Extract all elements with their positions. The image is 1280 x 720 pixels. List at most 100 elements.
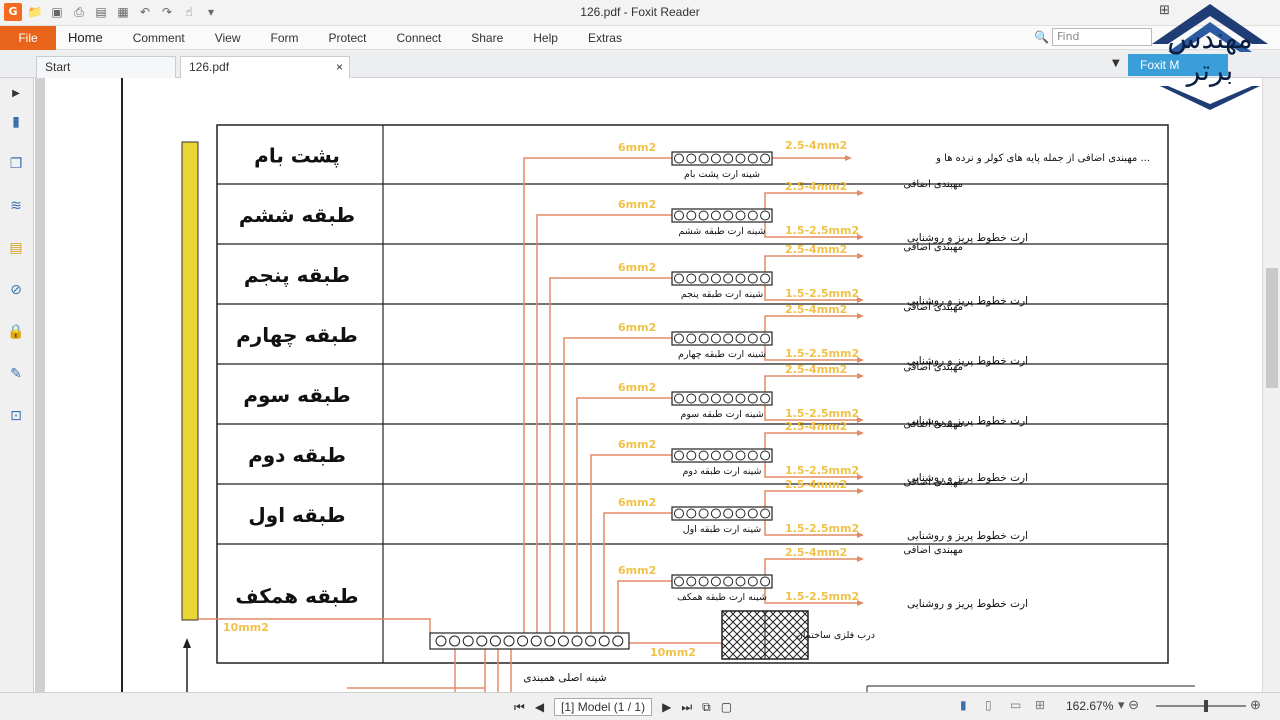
create-pdf-icon[interactable]: ▦ bbox=[117, 5, 129, 19]
layout-icon[interactable]: ⊞ bbox=[1159, 3, 1170, 18]
floor-label: طبقه همکف bbox=[235, 584, 358, 608]
main-busbar-terminal bbox=[517, 635, 529, 647]
size-label: 6mm2 bbox=[618, 141, 656, 154]
zoom-menu-icon[interactable]: ▾ ⊖ bbox=[1118, 697, 1140, 712]
tab-view[interactable]: View bbox=[214, 31, 241, 45]
window-title: 126.pdf - Foxit Reader bbox=[580, 5, 700, 19]
page-number-input[interactable]: [1] Model (1 / 1) bbox=[554, 698, 653, 716]
tab-help[interactable]: Help bbox=[533, 31, 558, 45]
busbar-terminal bbox=[747, 393, 758, 404]
busbar-terminal bbox=[674, 333, 684, 344]
signature-icon[interactable]: ✎ bbox=[10, 366, 22, 382]
customize-icon[interactable]: ▾ bbox=[207, 5, 215, 19]
busbar-terminal bbox=[760, 333, 771, 344]
busbar-terminal bbox=[723, 450, 734, 461]
metal-door-label: درب فلزی ساختمان bbox=[796, 630, 875, 641]
redo-icon[interactable]: ↷ bbox=[161, 5, 173, 19]
extra-bonding-label: مهبندی اضافی bbox=[903, 179, 963, 190]
lock-icon[interactable]: 🔒 bbox=[7, 324, 25, 340]
zoom-in-icon[interactable]: ⊕ bbox=[1250, 697, 1261, 712]
output-arrow bbox=[857, 373, 864, 379]
output-arrow bbox=[857, 234, 864, 240]
foxit-mobile-button[interactable]: Foxit M bbox=[1128, 54, 1228, 76]
find-options-icon[interactable]: 🔍 bbox=[1034, 30, 1049, 44]
copy-icon[interactable]: ⧉ bbox=[702, 699, 711, 714]
continuous-icon[interactable]: ▯ bbox=[985, 698, 992, 712]
vertical-scrollbar[interactable] bbox=[1262, 78, 1280, 692]
metal-door bbox=[721, 610, 809, 660]
find-input[interactable]: Find bbox=[1052, 28, 1152, 46]
next-page-icon[interactable]: ▶ bbox=[662, 700, 672, 714]
busbar-label: شینه ارت طبقه پنجم bbox=[681, 289, 763, 300]
security-icon[interactable]: ⊡ bbox=[10, 408, 22, 424]
busbar-terminal bbox=[686, 153, 697, 164]
zoom-slider[interactable] bbox=[1156, 700, 1246, 712]
tab-extras[interactable]: Extras bbox=[587, 31, 622, 45]
tab-form[interactable]: Form bbox=[270, 31, 299, 45]
floor-label: طبقه اول bbox=[248, 503, 345, 527]
tab-document[interactable]: 126.pdf × bbox=[180, 56, 350, 78]
tab-share[interactable]: Share bbox=[471, 31, 504, 45]
close-tab-icon[interactable]: × bbox=[335, 60, 343, 74]
size-label: 1.5-2.5mm2 bbox=[785, 522, 859, 535]
chevron-down-icon[interactable]: ▼ bbox=[1112, 58, 1120, 69]
facing-icon[interactable]: ▭ bbox=[1010, 698, 1022, 712]
socket-earth-label: ارت خطوط پریز و روشنایی bbox=[907, 472, 1028, 484]
comments-icon[interactable]: ▤ bbox=[9, 240, 23, 256]
busbar-label: شینه ارت طبقه چهارم bbox=[678, 349, 766, 360]
pages-icon[interactable]: ❐ bbox=[9, 156, 23, 172]
file-tab[interactable]: File bbox=[0, 26, 56, 50]
main-busbar-terminal bbox=[489, 635, 501, 647]
scrollbar-thumb[interactable] bbox=[1266, 268, 1278, 388]
last-page-icon[interactable]: ⏭ bbox=[681, 699, 693, 714]
tab-start[interactable]: Start bbox=[36, 56, 176, 78]
output-wire-upper bbox=[764, 315, 857, 336]
riser-wire bbox=[536, 214, 672, 634]
single-page-icon[interactable]: ▮ bbox=[960, 698, 967, 712]
size-label: 1.5-2.5mm2 bbox=[785, 464, 859, 477]
busbar-terminal bbox=[698, 273, 709, 284]
riser-wire bbox=[549, 277, 672, 634]
size-label: 2.5-4mm2 bbox=[785, 180, 847, 193]
tab-protect[interactable]: Protect bbox=[328, 31, 367, 45]
fit-icon[interactable]: ▢ bbox=[720, 700, 733, 714]
busbar-terminal bbox=[760, 576, 771, 587]
main-busbar-terminal bbox=[571, 635, 583, 647]
size-label: 2.5-4mm2 bbox=[785, 243, 847, 256]
size-label: 6mm2 bbox=[618, 261, 656, 274]
print-icon[interactable]: ⎙ bbox=[74, 5, 84, 19]
open-icon[interactable]: 📁 bbox=[27, 5, 43, 19]
busbar-terminal bbox=[674, 450, 684, 461]
output-wire-upper bbox=[764, 432, 857, 453]
busbar-terminal bbox=[674, 153, 684, 164]
hand-tool-icon[interactable]: ☝ bbox=[185, 5, 193, 19]
document-viewport[interactable]: پشت بام طبقه ششم طبقه پنجم طبقه چهارم طبقه س… bbox=[35, 78, 1262, 692]
prev-page-icon[interactable]: ◀ bbox=[534, 700, 545, 714]
scan-icon[interactable]: ▤ bbox=[95, 5, 107, 19]
tab-comment[interactable]: Comment bbox=[132, 31, 185, 45]
tab-home[interactable]: Home bbox=[68, 30, 103, 45]
save-icon[interactable]: ▣ bbox=[51, 5, 63, 19]
tab-connect[interactable]: Connect bbox=[396, 31, 442, 45]
attachment-icon[interactable]: ⊘ bbox=[10, 282, 22, 298]
socket-earth-label: ارت خطوط پریز و روشنایی bbox=[907, 415, 1028, 427]
status-bar: ⏮ ◀ [1] Model (1 / 1) ▶ ⏭ ⧉ ▢ ▮ ▯ ▭ ⊞ 16… bbox=[0, 692, 1280, 720]
busbar-terminal bbox=[674, 576, 684, 587]
undo-icon[interactable]: ↶ bbox=[139, 5, 151, 19]
first-page-icon[interactable]: ⏮ bbox=[514, 699, 525, 714]
zoom-level[interactable]: 162.67% bbox=[1066, 699, 1114, 713]
busbar-label: شینه ارت پشت بام bbox=[684, 169, 760, 180]
output-arrow bbox=[857, 488, 864, 494]
socket-earth-label: ارت خطوط پریز و روشنایی bbox=[907, 355, 1028, 367]
zoom-slider-knob[interactable] bbox=[1204, 700, 1208, 712]
output-arrow bbox=[857, 532, 864, 538]
extra-bonding-label: مهبندی اضافی bbox=[903, 419, 963, 430]
floor-busbar bbox=[671, 271, 773, 286]
output-arrow bbox=[857, 190, 864, 196]
expand-panel-icon[interactable]: ▶ bbox=[12, 88, 20, 99]
bookmark-icon[interactable]: ▮ bbox=[12, 114, 20, 130]
main-busbar-terminal bbox=[585, 635, 597, 647]
cover-icon[interactable]: ⊞ bbox=[1035, 698, 1046, 712]
layers-icon[interactable]: ≋ bbox=[10, 198, 22, 214]
busbar-terminal bbox=[674, 210, 684, 221]
